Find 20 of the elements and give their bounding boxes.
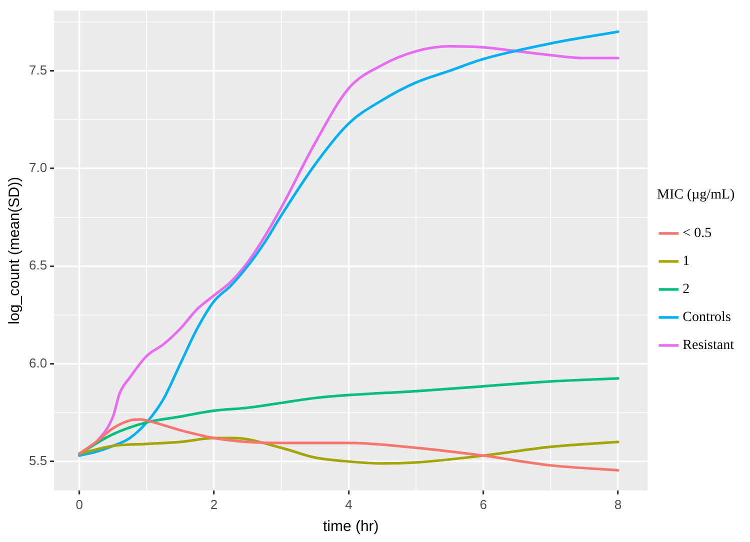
legend-title: MIC (µg/mL) <box>657 187 736 202</box>
y-tick-label: 6.5 <box>28 258 48 273</box>
x-tick-label: 4 <box>345 496 352 512</box>
x-tick-label: 2 <box>210 496 218 512</box>
x-tick-label: 0 <box>76 496 83 512</box>
y-tick-label: 7.5 <box>28 62 48 78</box>
x-axis-title: time (hr) <box>322 518 379 536</box>
legend-label: < 0.5 <box>682 226 712 242</box>
legend-label: Resistant <box>682 338 734 354</box>
y-tick-label: 5.5 <box>28 453 48 468</box>
legend-label: Controls <box>682 310 731 326</box>
legend-label: 1 <box>682 254 690 270</box>
y-tick-label: 6.0 <box>28 355 48 370</box>
legend-label: 2 <box>682 282 690 298</box>
line-series <box>78 418 620 472</box>
y-axis-title: log_count (mean(SD)) <box>6 176 24 324</box>
x-tick-label: 8 <box>614 496 622 512</box>
x-tick-label: 6 <box>480 496 487 512</box>
line-series <box>78 436 620 465</box>
y-tick-label: 7.0 <box>28 160 48 176</box>
